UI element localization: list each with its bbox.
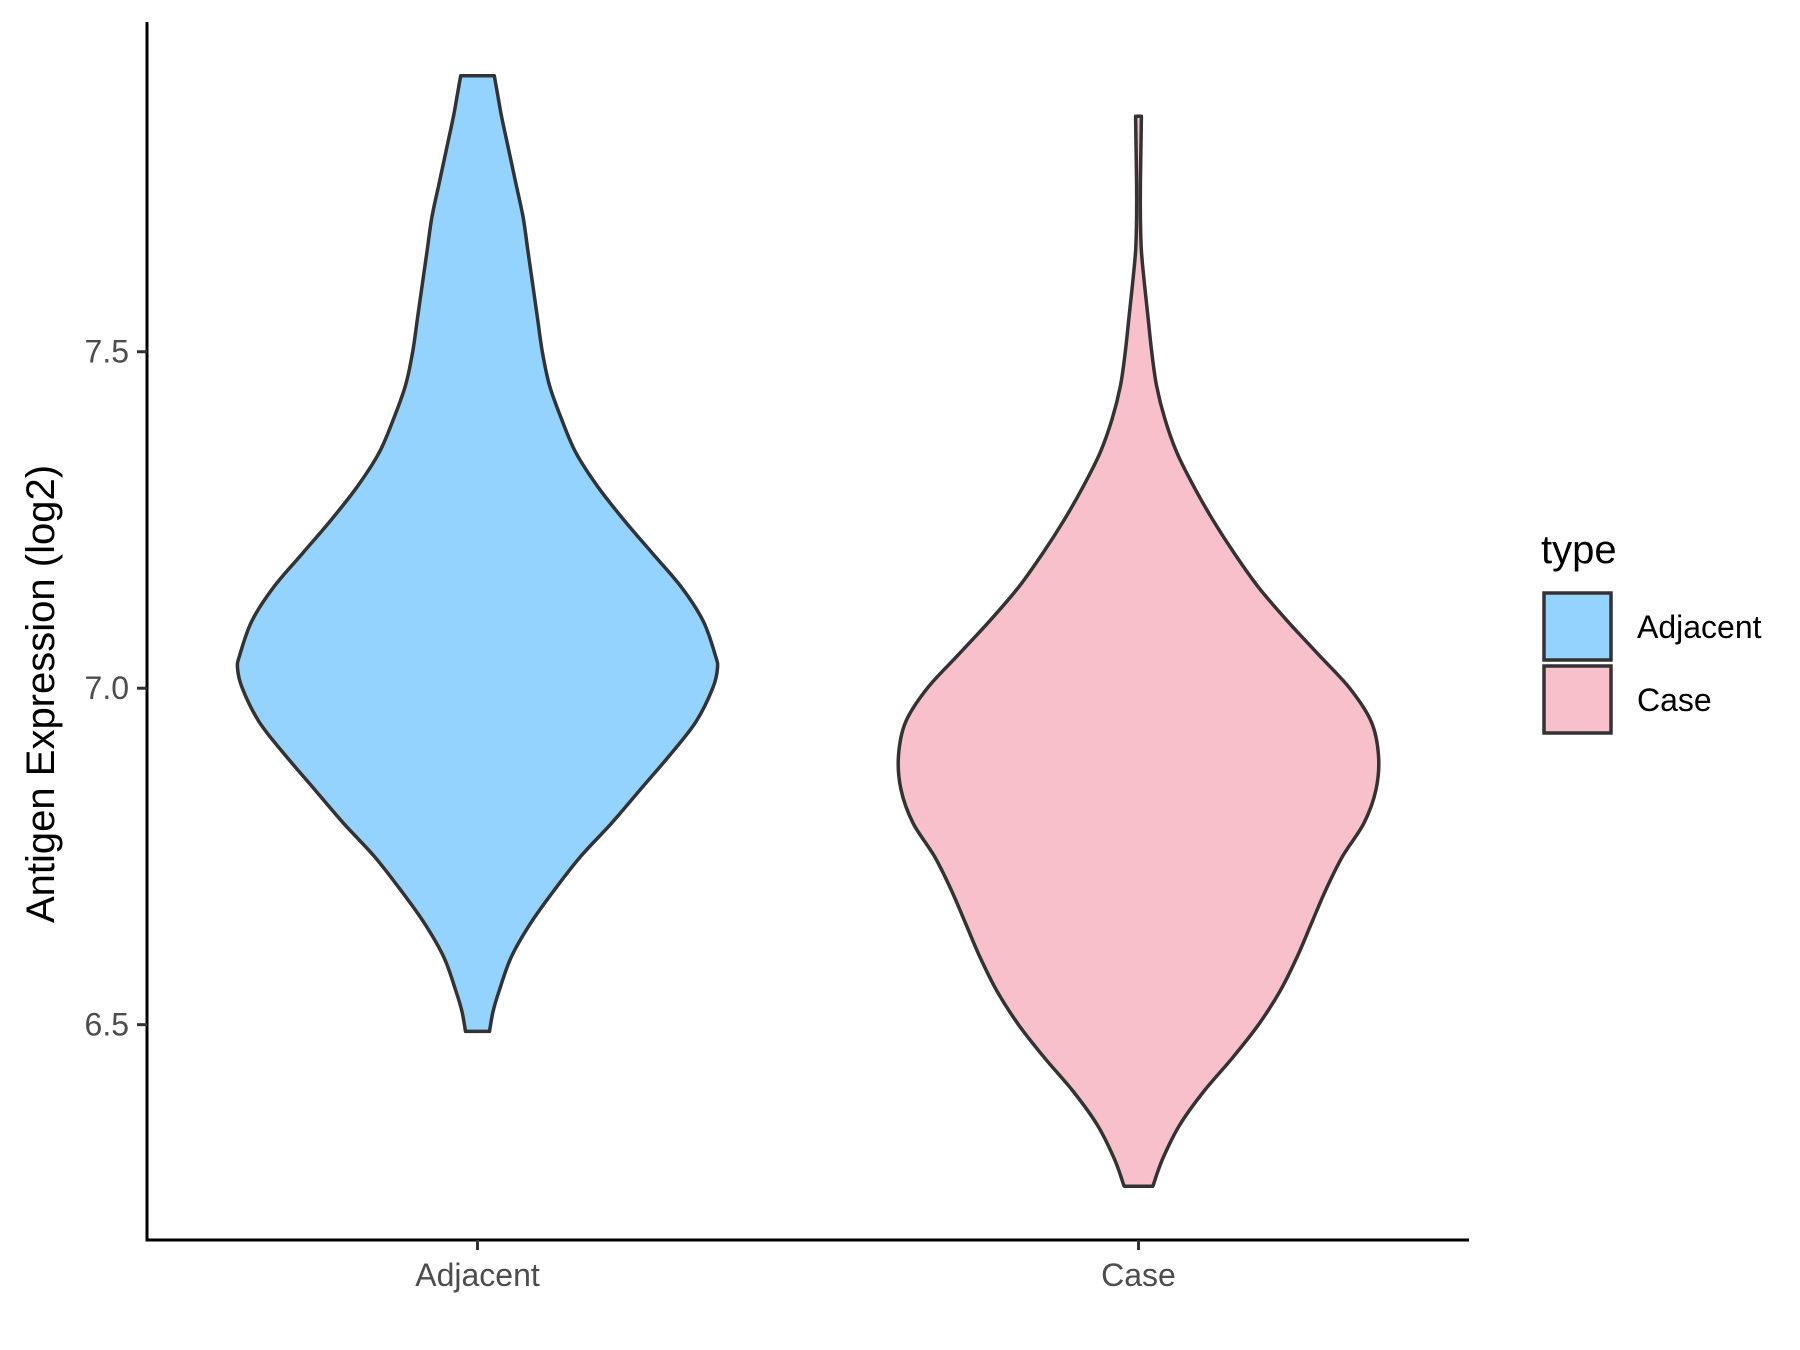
x-axis-ticks: Adjacent Case <box>415 1240 1176 1293</box>
legend-swatch-adjacent <box>1542 591 1613 662</box>
violin-adjacent <box>235 74 720 1034</box>
y-tick-label: 6.5 <box>85 1007 129 1043</box>
legend-entries: Adjacent Case <box>1542 591 1762 735</box>
legend-swatch-case <box>1542 664 1613 735</box>
y-tick-label: 7.0 <box>85 670 129 706</box>
legend-title: type <box>1541 528 1617 572</box>
violin-layer <box>235 74 1381 1188</box>
x-tick-label: Adjacent <box>415 1257 540 1293</box>
violin-case <box>896 114 1381 1188</box>
legend: type Adjacent Case <box>1541 528 1762 735</box>
legend-label-case: Case <box>1637 682 1712 718</box>
y-axis-ticks: 6.5 7.0 7.5 <box>85 334 147 1043</box>
legend-label-adjacent: Adjacent <box>1637 609 1762 645</box>
y-tick-label: 7.5 <box>85 334 129 370</box>
y-axis-title: Antigen Expression (log2) <box>19 465 63 923</box>
x-tick-label: Case <box>1101 1257 1176 1293</box>
